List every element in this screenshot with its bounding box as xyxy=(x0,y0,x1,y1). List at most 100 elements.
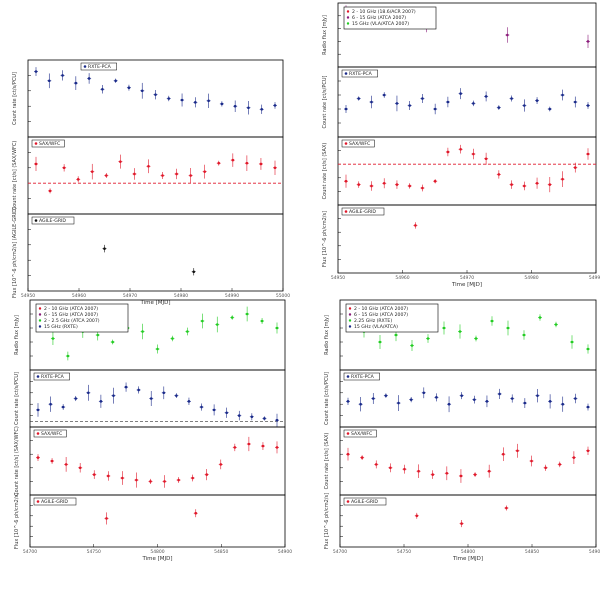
legend-entry-2: 15 GHz (VLA/ATCA 2007) xyxy=(352,21,409,27)
data-point-top-left-0-14 xyxy=(220,102,224,106)
data-point-bottom-right-2-1 xyxy=(360,456,364,459)
data-point-top-left-1-8 xyxy=(147,164,150,168)
x-tick-top-left-0: 54950 xyxy=(21,293,35,299)
ylabel-top-right-0: Radio flux [mJy] xyxy=(322,15,328,55)
data-point-bottom-left-2-15 xyxy=(247,442,251,446)
x-tick-bottom-left-4: 54900 xyxy=(278,549,292,555)
label-marker xyxy=(344,210,348,213)
data-point-top-right-1-3 xyxy=(382,93,386,97)
data-point-top-right-2-1 xyxy=(357,183,361,186)
data-point-bottom-right-1-9 xyxy=(460,394,463,397)
panel-label-top-left-2: AGILE-GRID xyxy=(39,218,66,224)
ylabel-bottom-right-0: Radio flux [mJy] xyxy=(324,315,330,355)
data-point-bottom-right-2-13 xyxy=(530,459,533,463)
data-point-top-right-2-9 xyxy=(459,147,462,151)
data-point-top-right-1-17 xyxy=(561,93,564,97)
ylabel-top-left-0: Count rate [ct/s/PCU] xyxy=(12,72,18,125)
label-marker xyxy=(34,142,38,145)
data-point-bottom-left-1-15 xyxy=(225,411,228,415)
panel-label-bottom-right-1: RXTE-PCA xyxy=(351,374,375,380)
data-point-top-right-1-14 xyxy=(523,104,526,107)
panel-label-bottom-left-1: RXTE-PCA xyxy=(41,374,65,380)
data-point-bottom-right-2-16 xyxy=(572,456,576,459)
data-point-bottom-right-2-2 xyxy=(374,463,378,466)
data-point-bottom-left-2-13 xyxy=(219,463,223,466)
ylabel-bottom-left-2: Count rate [ct/s] (SAX/WFC) xyxy=(14,426,20,496)
legend-marker xyxy=(346,10,350,13)
data-point-top-left-1-7 xyxy=(133,172,136,176)
data-point-bottom-left-1-1 xyxy=(49,402,52,406)
data-point-top-right-2-0 xyxy=(344,179,348,183)
data-point-bottom-right-1-16 xyxy=(548,400,552,403)
data-point-top-right-1-13 xyxy=(510,97,513,100)
data-point-bottom-left-0-2 xyxy=(66,354,70,358)
data-point-bottom-left-0-7 xyxy=(141,330,144,333)
data-point-top-right-2-10 xyxy=(472,152,475,156)
x-tick-bottom-right-1: 54750 xyxy=(397,549,411,555)
data-point-top-left-1-10 xyxy=(175,172,178,176)
ylabel-top-right-3: Flux [10^-6 ph/cm2/s] xyxy=(322,211,328,267)
data-point-top-left-0-11 xyxy=(180,98,184,102)
legend-marker xyxy=(348,319,352,322)
label-marker xyxy=(344,142,348,145)
data-point-bottom-left-2-17 xyxy=(275,446,279,449)
data-point-bottom-right-0-15 xyxy=(586,347,590,351)
label-marker xyxy=(346,500,350,503)
legend-box xyxy=(343,6,437,30)
legend-marker xyxy=(348,307,352,310)
data-point-bottom-left-1-0 xyxy=(36,408,40,412)
data-point-top-left-0-9 xyxy=(154,93,157,96)
data-point-bottom-right-0-10 xyxy=(506,326,510,330)
data-point-top-right-2-14 xyxy=(523,184,526,188)
data-point-bottom-left-1-11 xyxy=(175,394,178,397)
data-point-top-right-1-8 xyxy=(446,100,450,104)
data-point-bottom-left-0-15 xyxy=(260,319,264,323)
data-point-top-right-2-2 xyxy=(370,184,373,188)
data-point-bottom-left-0-11 xyxy=(201,319,204,323)
data-point-top-left-0-3 xyxy=(74,81,78,85)
x-tick-top-left-2: 54970 xyxy=(123,293,137,299)
data-point-bottom-right-2-11 xyxy=(501,452,505,456)
panel-label-bottom-left-2: SAX/WFC xyxy=(41,431,62,437)
data-point-bottom-left-0-4 xyxy=(96,333,100,337)
data-point-top-left-1-11 xyxy=(189,174,192,177)
label-marker xyxy=(346,432,350,435)
panel-top-right-1: Count rate [ct/s/PCU] RXTE-PCA xyxy=(322,66,597,138)
data-point-top-left-1-12 xyxy=(203,170,207,173)
xlabel-bottom-left: Time [MJD] xyxy=(141,556,172,562)
data-point-bottom-right-2-12 xyxy=(516,449,519,453)
data-point-bottom-right-1-13 xyxy=(510,397,514,400)
data-point-bottom-right-2-7 xyxy=(445,471,449,475)
data-point-top-right-1-6 xyxy=(421,97,424,100)
data-point-top-right-2-5 xyxy=(408,184,411,188)
x-tick-top-left-5: 55000 xyxy=(276,293,290,299)
data-point-top-right-1-10 xyxy=(472,102,475,105)
data-point-bottom-left-2-0 xyxy=(36,456,40,459)
data-point-bottom-right-1-10 xyxy=(473,398,476,401)
label-marker xyxy=(36,375,40,378)
panel-label-bottom-left-3: AGILE-GRID xyxy=(41,499,68,505)
data-point-bottom-right-0-14 xyxy=(570,340,574,344)
chart-bottom-right: Radio flux [mJy] Count rate [ct/s/PCU] RXT… xyxy=(324,299,600,562)
panel-label-top-right-1: RXTE-PCA xyxy=(349,71,373,77)
data-point-bottom-right-2-0 xyxy=(346,452,350,456)
x-tick-top-right-3: 54980 xyxy=(524,275,538,281)
data-point-bottom-right-1-0 xyxy=(346,400,350,403)
ylabel-top-left-1: Count rate [ct/s] (SAX/WFC) xyxy=(12,141,18,211)
data-point-bottom-right-2-10 xyxy=(487,469,491,473)
legend-marker xyxy=(346,22,350,25)
data-point-bottom-right-1-4 xyxy=(397,401,400,405)
data-point-bottom-left-0-8 xyxy=(156,347,159,351)
data-point-bottom-left-2-10 xyxy=(177,478,180,482)
data-point-bottom-right-0-7 xyxy=(458,330,462,333)
data-point-top-left-2-0 xyxy=(103,247,106,250)
data-point-top-right-1-12 xyxy=(497,106,501,109)
legend-marker xyxy=(346,16,350,19)
legend-entry-1: 6 - 15 GHz (ATCA 2007) xyxy=(352,15,406,21)
data-point-bottom-right-1-6 xyxy=(422,391,426,395)
data-point-top-left-2-1 xyxy=(192,270,196,274)
data-point-bottom-right-1-17 xyxy=(561,402,565,406)
panel-top-left-0: Count rate [ct/s/PCU] RXTE-PCA xyxy=(12,59,284,138)
xlabel-bottom-right: Time [MJD] xyxy=(452,556,483,562)
